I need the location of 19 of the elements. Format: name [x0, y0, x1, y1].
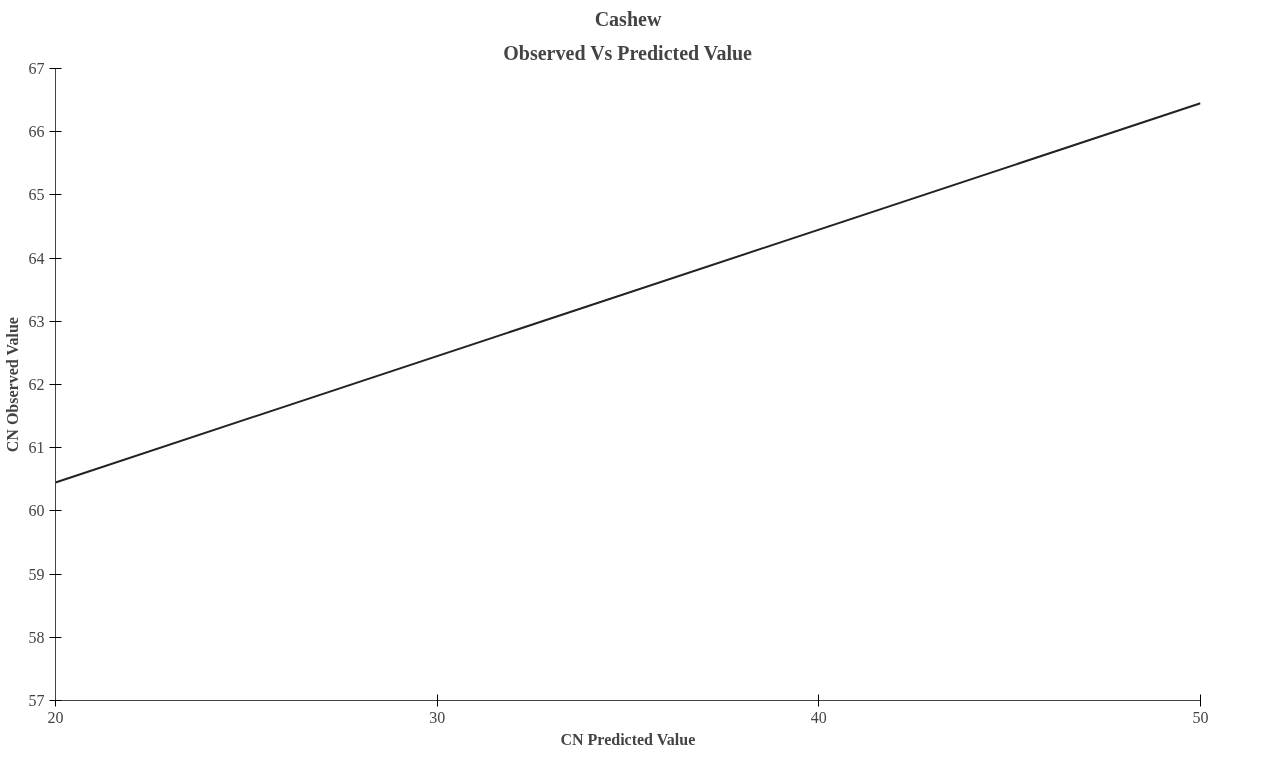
- chart-subtitle: Observed Vs Predicted Value: [503, 41, 753, 64]
- x-tick-label: 50: [1192, 708, 1209, 726]
- y-tick-label: 67: [28, 60, 45, 77]
- y-tick-label: 66: [28, 123, 45, 141]
- y-tick-label: 65: [28, 186, 45, 204]
- chart-title: Cashew: [594, 7, 662, 30]
- x-tick-label: 20: [47, 708, 64, 726]
- y-tick-label: 57: [28, 692, 45, 709]
- y-tick-label: 59: [28, 565, 45, 583]
- x-axis-title: CN Predicted Value: [560, 730, 696, 748]
- x-tick-label: 40: [810, 708, 827, 726]
- y-tick-label: 63: [28, 312, 45, 330]
- y-tick-label: 64: [28, 249, 45, 267]
- y-tick-label: 60: [28, 502, 45, 520]
- y-tick-label: 58: [28, 628, 45, 646]
- y-axis-title: CN Observed Value: [3, 317, 21, 453]
- y-tick-label: 62: [28, 376, 45, 393]
- y-tick-label: 61: [28, 439, 45, 457]
- x-tick-label: 30: [429, 708, 446, 726]
